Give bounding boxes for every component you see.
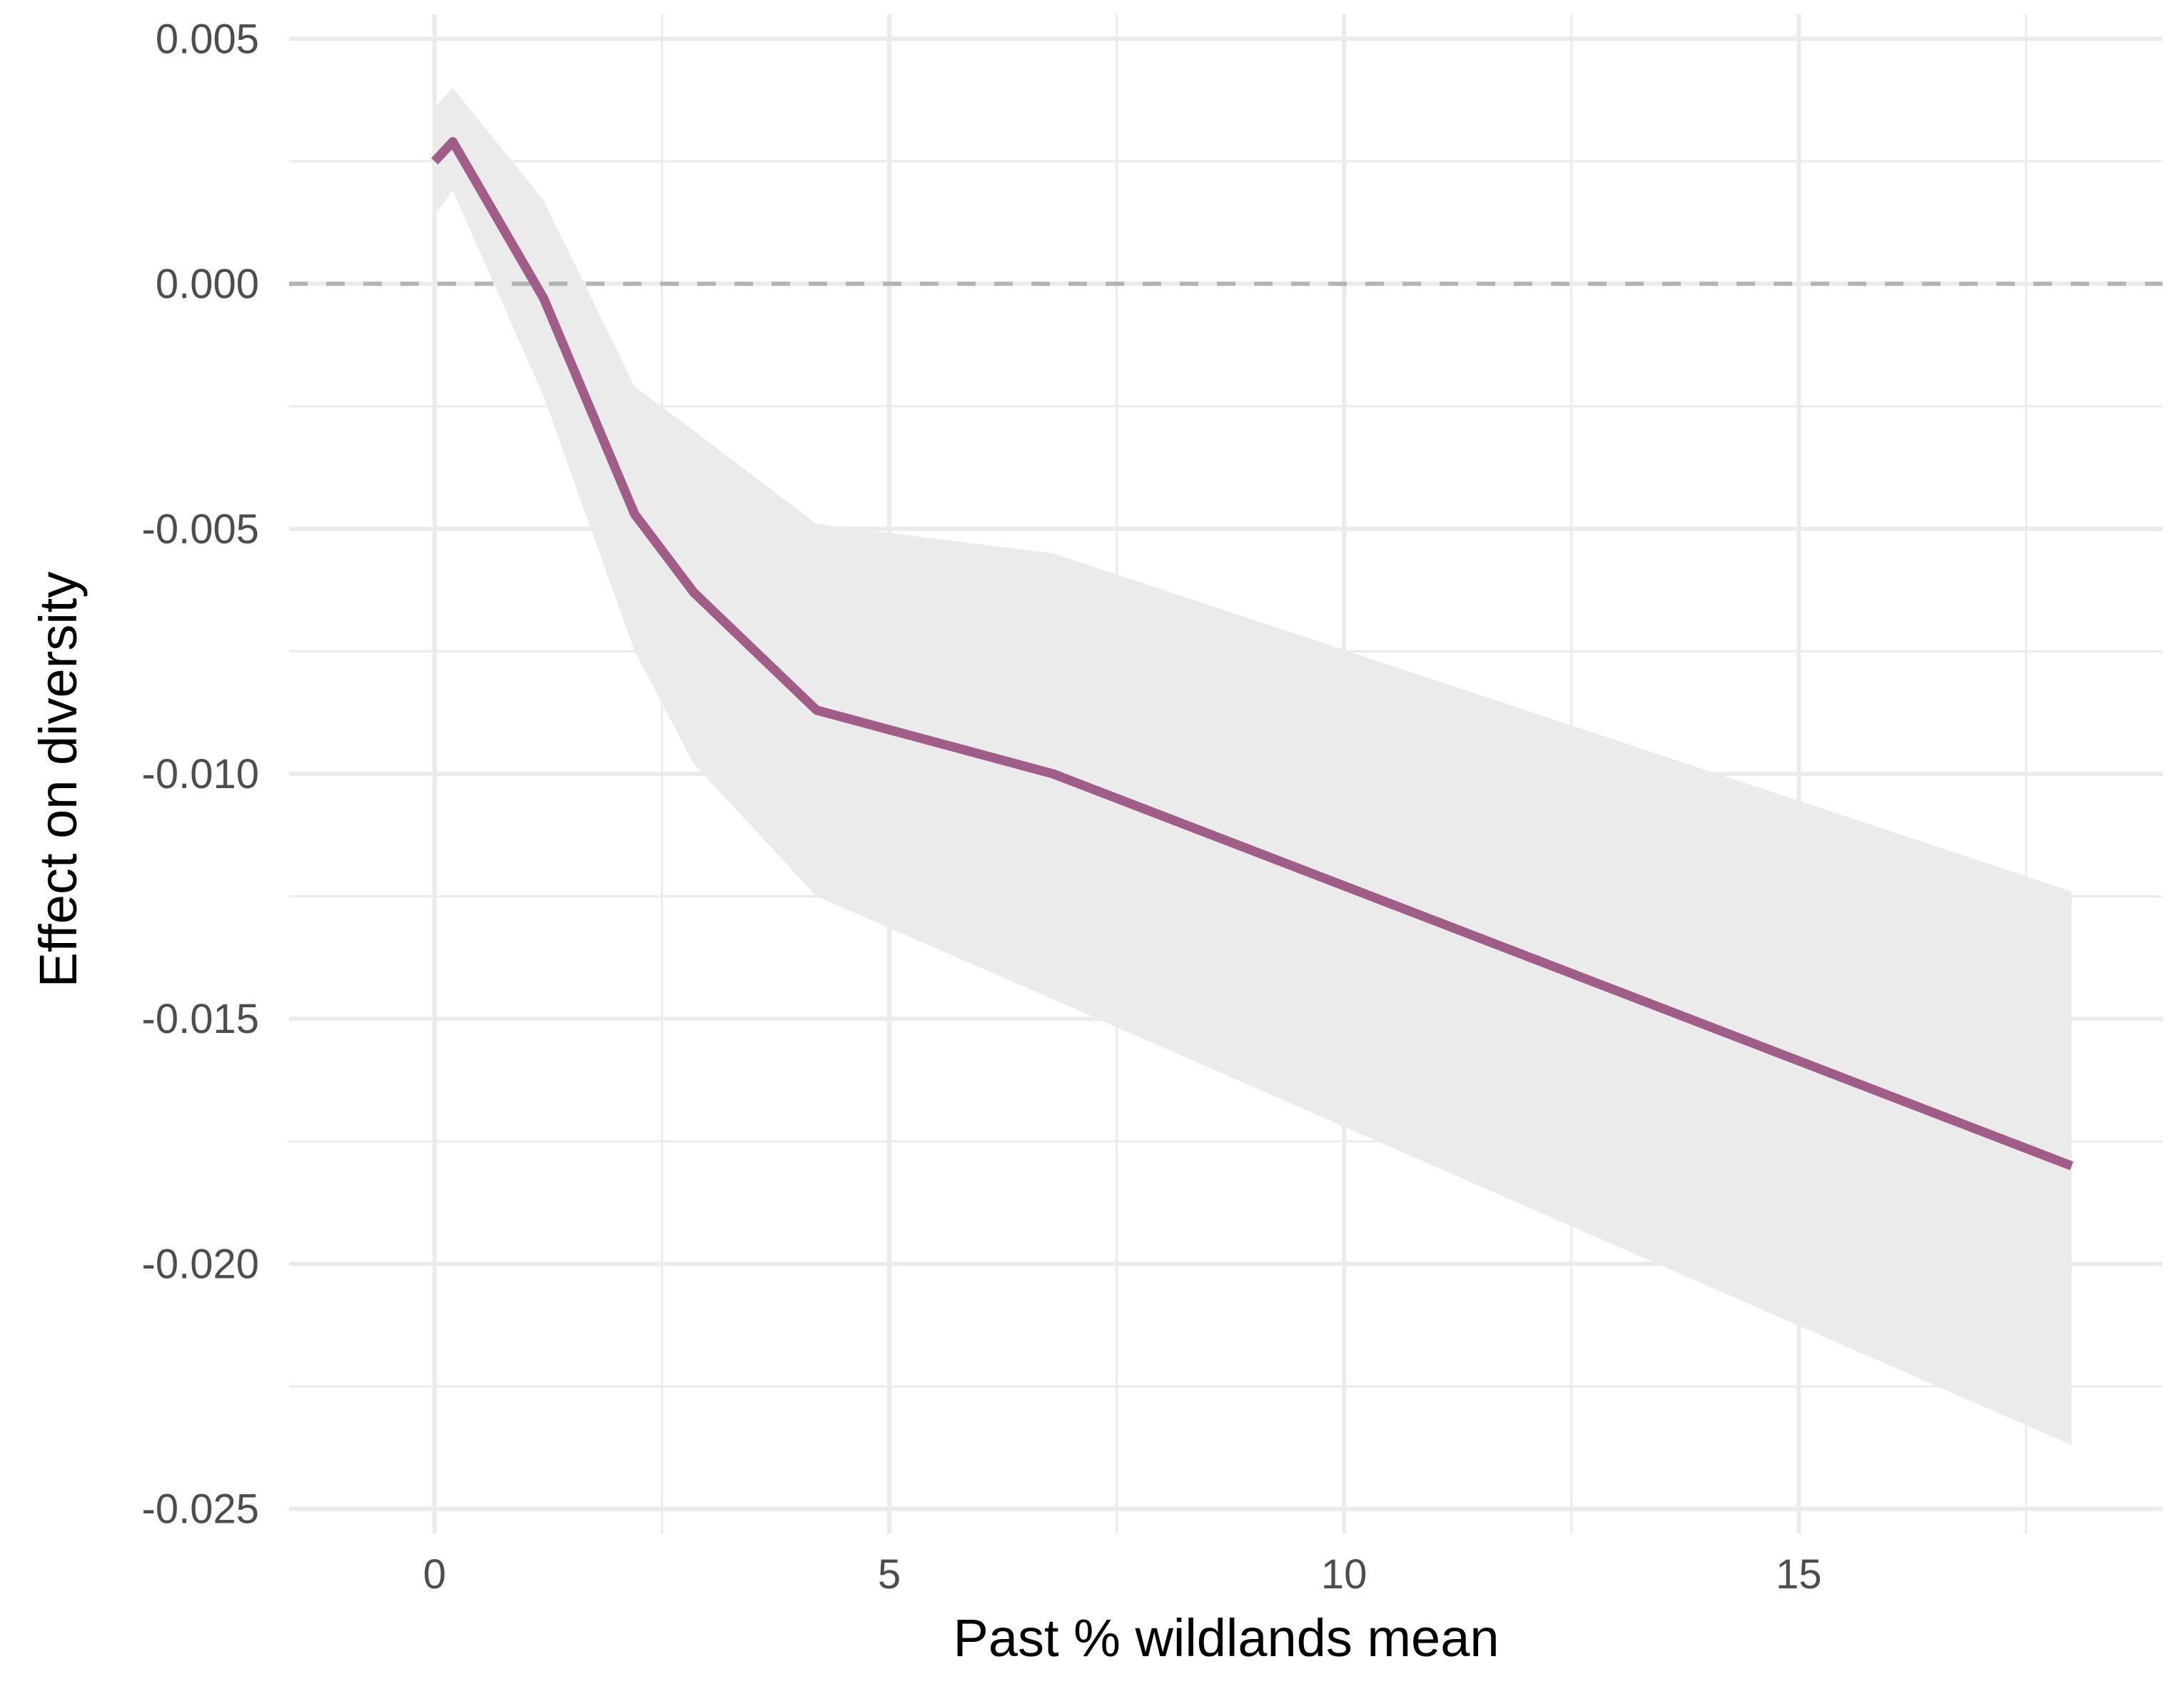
y-axis-title: Effect on diversity	[29, 572, 88, 988]
x-tick-label: 5	[878, 1551, 901, 1598]
y-tick-label: -0.015	[142, 996, 259, 1042]
x-tick-label: 10	[1321, 1551, 1367, 1598]
y-tick-label: -0.010	[142, 751, 259, 797]
y-tick-label: 0.005	[156, 16, 259, 62]
y-tick-label: -0.025	[142, 1486, 259, 1533]
y-tick-label: -0.020	[142, 1241, 259, 1287]
x-tick-labels: 0 5 10 15	[423, 1551, 1822, 1598]
x-tick-label: 15	[1776, 1551, 1822, 1598]
y-tick-label: -0.005	[142, 506, 259, 553]
y-tick-label: 0.000	[156, 261, 259, 308]
effect-line	[431, 137, 2073, 1171]
y-tick-labels: 0.005 0.000 -0.005 -0.010 -0.015 -0.020 -0.025	[142, 16, 259, 1532]
x-axis-title: Past % wildlands mean	[953, 1608, 1499, 1668]
confidence-ribbon	[434, 88, 2072, 1446]
x-tick-label: 0	[423, 1551, 446, 1598]
